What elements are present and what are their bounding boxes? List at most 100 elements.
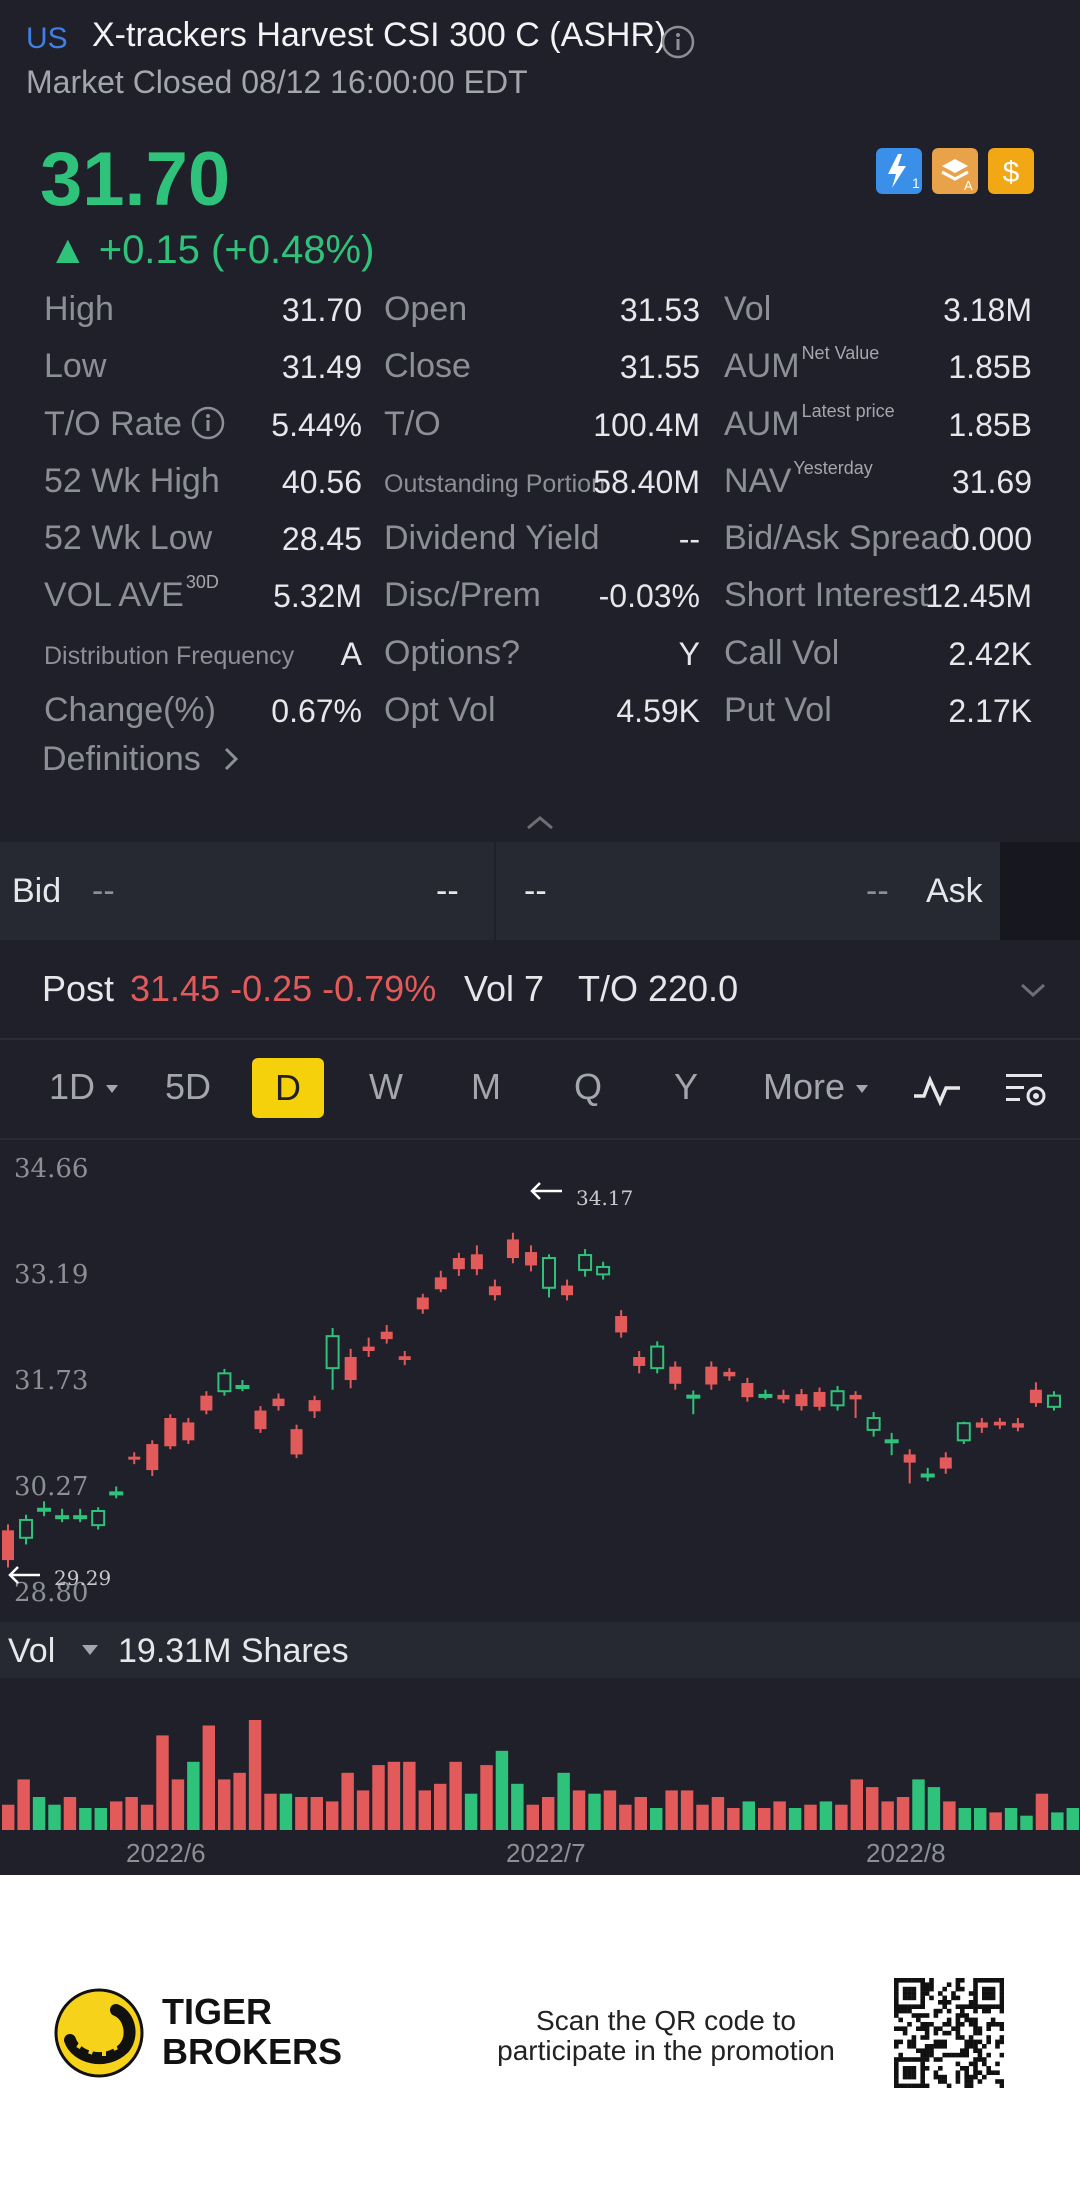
- volume-bar: [680, 1790, 694, 1830]
- qr-module: [894, 2008, 899, 2014]
- qr-module: [982, 2008, 987, 2014]
- qr-module: [920, 2074, 925, 2080]
- volume-bar: [1004, 1808, 1018, 1830]
- tab-more[interactable]: More: [756, 1066, 876, 1108]
- stat-label: Options?: [384, 634, 520, 673]
- qr-module: [977, 2057, 983, 2062]
- qr-module: [933, 2074, 939, 2080]
- candle: [669, 1361, 682, 1390]
- info-icon[interactable]: [660, 24, 696, 60]
- qr-module: [999, 1978, 1004, 1983]
- tab-q[interactable]: Q: [573, 1066, 602, 1107]
- volume-header: [0, 1622, 1080, 1678]
- y-tick: 28.80: [14, 1578, 89, 1608]
- qr-module: [929, 2044, 934, 2049]
- candle-body: [939, 1457, 952, 1469]
- qr-module: [999, 2008, 1004, 2014]
- candle: [920, 1467, 935, 1482]
- post-turnover: T/O 220.0: [578, 968, 739, 1009]
- volume-selector[interactable]: Vol: [8, 1632, 99, 1671]
- qr-module: [964, 2066, 969, 2071]
- volume-bar: [326, 1801, 339, 1830]
- dollar-badge-icon[interactable]: $: [988, 148, 1034, 194]
- candle-body: [920, 1473, 935, 1478]
- volume-bar: [727, 1808, 740, 1830]
- tab-w[interactable]: W: [369, 1066, 403, 1107]
- qr-module: [960, 2066, 965, 2071]
- qr-module: [920, 2022, 925, 2027]
- qr-module: [933, 2008, 939, 2014]
- definitions-link[interactable]: Definitions: [42, 740, 242, 779]
- candle-body: [975, 1422, 988, 1428]
- candle: [128, 1452, 141, 1465]
- qr-module: [960, 1986, 965, 1992]
- qr-module: [960, 2013, 965, 2018]
- post-market-row[interactable]: [0, 942, 1080, 1040]
- qr-module: [929, 2048, 934, 2053]
- qr-module: [924, 2022, 930, 2027]
- candle: [272, 1393, 285, 1411]
- candle: [993, 1417, 1006, 1430]
- candle: [830, 1386, 845, 1411]
- qr-module: [911, 1995, 917, 2001]
- candle: [182, 1417, 195, 1445]
- stat-value: 58.40M: [593, 464, 700, 500]
- candle: [561, 1279, 574, 1301]
- qr-module: [955, 2030, 961, 2036]
- qr-module: [982, 2004, 987, 2009]
- qr-module: [902, 2057, 908, 2062]
- qr-module: [964, 2083, 969, 2088]
- level1-badge-icon[interactable]: 1: [876, 148, 922, 194]
- qr-module: [920, 2057, 925, 2062]
- qr-module: [898, 2008, 903, 2014]
- stat-label-text: AUM: [724, 347, 800, 385]
- volume-chart[interactable]: [0, 1680, 1080, 1832]
- tab-1d[interactable]: 1D: [48, 1066, 120, 1108]
- qr-module: [907, 2070, 912, 2075]
- stat-label-text: Change(%): [44, 691, 216, 729]
- stat-label-text: NAV: [724, 462, 792, 500]
- qr-module: [942, 2079, 947, 2084]
- indicator-icon[interactable]: [912, 1072, 962, 1108]
- candle-body: [866, 1416, 881, 1431]
- qr-module: [929, 2022, 934, 2027]
- qr-module: [924, 1991, 930, 1996]
- chart-settings-icon[interactable]: [1004, 1068, 1048, 1112]
- candle: [578, 1249, 593, 1277]
- qr-module: [955, 1995, 961, 2001]
- tab-y[interactable]: Y: [673, 1066, 698, 1107]
- y-tick: 33.19: [14, 1260, 89, 1290]
- candle: [164, 1414, 177, 1450]
- stat-label: T/O: [384, 405, 441, 444]
- chevron-down-icon[interactable]: [1018, 980, 1048, 1000]
- volume-bar: [881, 1801, 894, 1830]
- candle-body: [723, 1371, 736, 1377]
- candle-body: [470, 1254, 483, 1270]
- qr-module: [955, 1986, 961, 1992]
- candle: [884, 1432, 899, 1456]
- tab-d[interactable]: D: [252, 1058, 324, 1118]
- bid-ask-bar: [0, 842, 1000, 940]
- stat-value: 100.4M: [593, 407, 700, 443]
- candle: [200, 1391, 213, 1415]
- info-icon[interactable]: [190, 405, 226, 441]
- tab-m[interactable]: M: [471, 1066, 501, 1107]
- svg-text:1: 1: [912, 175, 920, 191]
- qr-module: [986, 1991, 991, 1996]
- qr-module: [911, 2066, 917, 2071]
- price-chart[interactable]: [0, 1142, 1080, 1622]
- collapse-chevron-icon[interactable]: [520, 810, 560, 834]
- qr-module: [911, 2070, 917, 2075]
- caret-down-icon: [856, 1085, 869, 1093]
- qr-module: [933, 2013, 939, 2018]
- tab-5d[interactable]: 5D: [164, 1066, 212, 1107]
- level-a-badge-icon[interactable]: A: [932, 148, 978, 194]
- qr-module: [973, 1995, 978, 2001]
- candle-body: [416, 1297, 429, 1310]
- qr-module: [999, 2052, 1004, 2058]
- candle: [2, 1524, 14, 1568]
- qr-module: [973, 2026, 978, 2031]
- candle-body: [109, 1491, 124, 1496]
- candle: [813, 1387, 826, 1411]
- stat-label-text: Distribution Frequency: [44, 642, 295, 670]
